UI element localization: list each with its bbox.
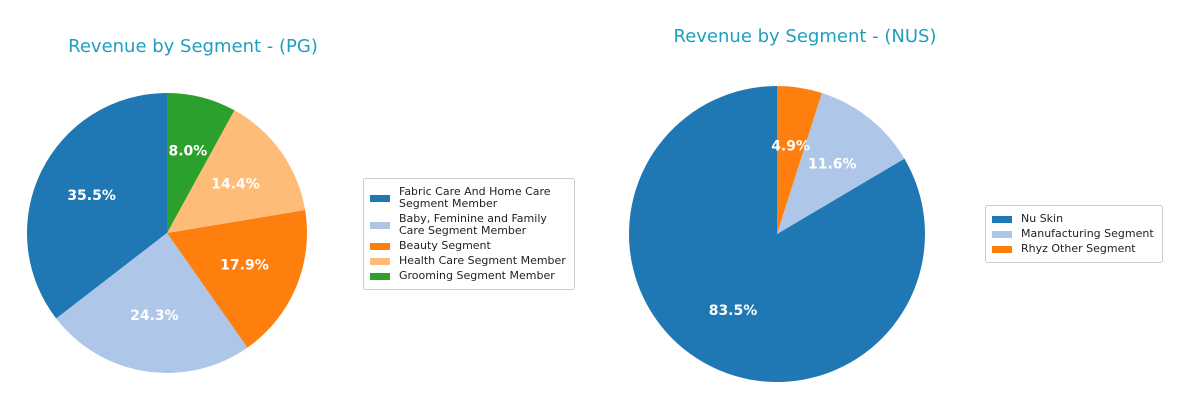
chart-title: Revenue by Segment - (PG) bbox=[68, 36, 318, 57]
legend-item: Baby, Feminine and Family Care Segment M… bbox=[370, 213, 566, 237]
pie-slice bbox=[777, 86, 822, 234]
legend-label: Health Care Segment Member bbox=[399, 254, 566, 267]
slice-label: 8.0% bbox=[168, 144, 207, 160]
pie-slice bbox=[629, 86, 926, 382]
legend-swatch bbox=[370, 272, 390, 280]
legend-label: Grooming Segment Member bbox=[399, 269, 555, 282]
slice-label: 24.3% bbox=[130, 308, 179, 324]
chart-title: Revenue by Segment - (NUS) bbox=[674, 26, 937, 47]
slice-label: 83.5% bbox=[709, 303, 758, 319]
legend-swatch bbox=[370, 194, 390, 202]
legend-swatch bbox=[992, 230, 1012, 238]
legend-swatch bbox=[370, 257, 390, 265]
legend-label: Beauty Segment bbox=[399, 239, 491, 252]
legend-label: Baby, Feminine and Family Care Segment M… bbox=[399, 212, 547, 237]
slice-label: 11.6% bbox=[808, 157, 857, 173]
legend-swatch bbox=[992, 245, 1012, 253]
slice-label: 4.9% bbox=[771, 138, 810, 154]
legend-item: Grooming Segment Member bbox=[370, 270, 566, 282]
legend-item: Nu Skin bbox=[992, 213, 1154, 225]
legend-swatch bbox=[370, 242, 390, 250]
legend-item: Rhyz Other Segment bbox=[992, 243, 1154, 255]
legend-item: Beauty Segment bbox=[370, 240, 566, 252]
pie-slice bbox=[167, 93, 235, 233]
legend-item: Health Care Segment Member bbox=[370, 255, 566, 267]
slice-label: 17.9% bbox=[220, 257, 269, 273]
legend-item: Fabric Care And Home Care Segment Member bbox=[370, 186, 566, 210]
legend-label: Manufacturing Segment bbox=[1021, 227, 1154, 240]
legend-label: Nu Skin bbox=[1021, 212, 1064, 225]
legend-item: Manufacturing Segment bbox=[992, 228, 1154, 240]
legend-swatch bbox=[992, 215, 1012, 223]
legend: Fabric Care And Home Care Segment Member… bbox=[363, 178, 575, 290]
legend-label: Fabric Care And Home Care Segment Member bbox=[399, 185, 551, 210]
legend: Nu Skin Manufacturing Segment Rhyz Other S… bbox=[985, 205, 1163, 263]
pie-slice bbox=[26, 93, 167, 319]
slice-label: 35.5% bbox=[67, 188, 116, 204]
pie-slice bbox=[167, 110, 306, 233]
pie-slice bbox=[56, 233, 248, 374]
legend-label: Rhyz Other Segment bbox=[1021, 242, 1136, 255]
pie-slice bbox=[777, 92, 905, 234]
slice-label: 14.4% bbox=[211, 176, 260, 192]
pie-slice bbox=[167, 210, 307, 348]
legend-swatch bbox=[370, 221, 390, 229]
